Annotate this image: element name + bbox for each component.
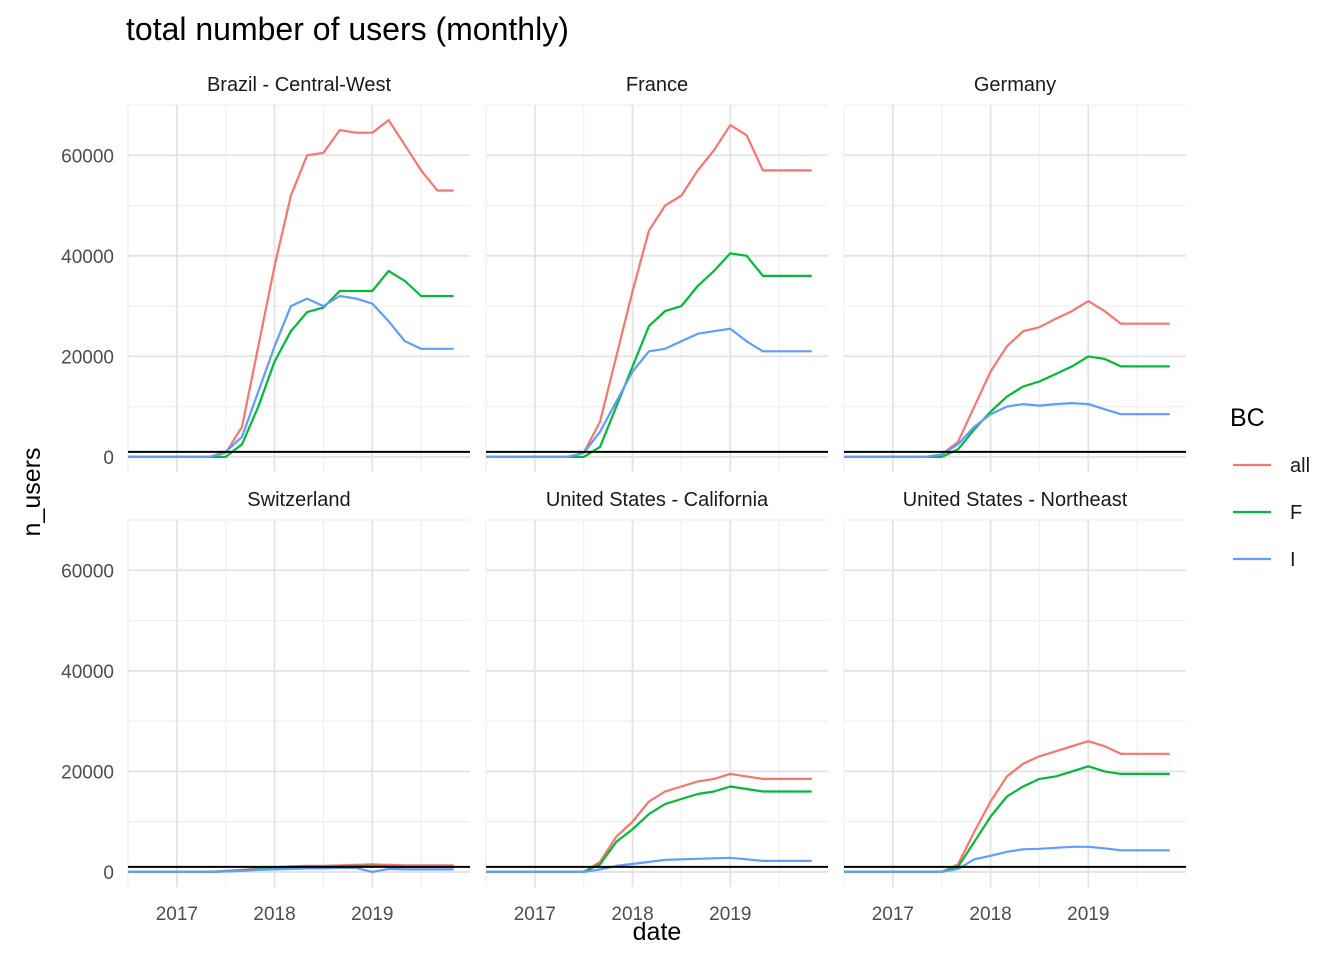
facet-panel: Switzerland 0 20000 40000 60000 2017 2018 2019 [61,489,470,925]
facet-label: Germany [974,74,1056,96]
legend-label-all: all [1290,455,1310,477]
series-line-I [128,866,454,874]
series-line-I [486,856,812,874]
x-axis-title: date [633,918,682,946]
x-tick-label: 2019 [351,904,393,925]
facet-panel: Germany [843,74,1186,472]
y-tick-label: 40000 [61,662,114,683]
y-tick-label: 0 [103,863,114,884]
series-line-I [844,845,1170,874]
facet-panel: United States - California 2017 2018 2019 [485,489,828,925]
series-line-I [128,294,454,458]
facet-panel: France [485,74,828,472]
x-tick-label: 2017 [872,904,914,925]
series-line-I [486,327,812,458]
facet-label: Brazil - Central-West [207,74,392,96]
legend-label-I: I [1290,549,1296,571]
facet-label: United States - Northeast [903,489,1128,511]
y-tick-label: 20000 [61,347,114,368]
x-tick-label: 2018 [253,904,295,925]
series-line-I [844,402,1170,458]
facet-panel: United States - Northeast 2017 2018 2019 [843,489,1186,925]
x-tick-label: 2017 [514,904,556,925]
legend-label-F: F [1290,502,1302,524]
x-tick-label: 2019 [1067,904,1109,925]
facet-label: Switzerland [247,489,350,511]
facet-panel: Brazil - Central-West 0 20000 40000 60000 [61,74,470,472]
chart-title: total number of users (monthly) [126,11,569,47]
y-axis-title: n_users [18,448,46,537]
panels: Brazil - Central-West 0 20000 40000 60000 Fra… [61,74,1186,925]
x-tick-label: 2018 [969,904,1011,925]
x-tick-label: 2018 [611,904,653,925]
x-tick-label: 2017 [156,904,198,925]
y-tick-label: 20000 [61,762,114,783]
y-tick-label: 40000 [61,247,114,268]
legend-title: BC [1230,404,1265,432]
y-tick-label: 60000 [61,561,114,582]
y-tick-label: 0 [103,448,114,469]
x-tick-label: 2019 [709,904,751,925]
facet-label: United States - California [546,489,769,511]
legend: BC all F I [1230,404,1310,571]
y-tick-label: 60000 [61,146,114,167]
facet-label: France [626,74,688,96]
